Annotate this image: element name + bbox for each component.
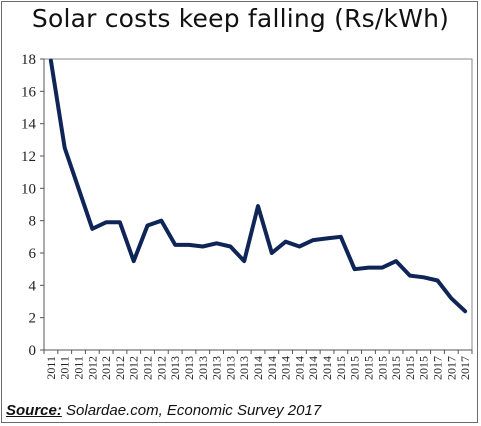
x-tick-label: 2015 (403, 356, 417, 380)
x-tick-label: 2017 (444, 356, 458, 380)
x-tick-label: 2011 (58, 356, 72, 380)
x-tick-label: 2013 (196, 356, 210, 380)
y-axis-ticks: 0 2 4 6 8 10 12 14 16 18 (21, 52, 44, 359)
x-tick-label: 2015 (375, 356, 389, 380)
x-tick-label: 2013 (210, 356, 224, 380)
x-tick-label: 2015 (361, 356, 375, 380)
y-tick-label: 8 (29, 214, 37, 230)
x-tick-label: 2012 (85, 356, 99, 380)
data-point (146, 224, 150, 228)
y-tick-label: 2 (29, 311, 37, 327)
data-point (353, 267, 357, 271)
y-tick-label: 4 (29, 278, 37, 294)
x-tick-label: 2012 (154, 356, 168, 380)
data-point (339, 235, 343, 239)
x-tick-label: 2011 (72, 356, 86, 380)
x-tick-label: 2015 (348, 356, 362, 380)
data-point (90, 227, 94, 231)
x-tick-label: 2014 (279, 356, 293, 380)
x-tick-label: 2015 (334, 356, 348, 380)
data-point (159, 219, 163, 223)
x-axis-ticks: 2011 2011 2011 2012 2012 2012 2012 2012 2012 2013… (43, 350, 473, 380)
series-group (48, 58, 468, 314)
x-tick-label: 2012 (113, 356, 127, 380)
x-tick-label: 2014 (320, 356, 334, 380)
data-point (118, 220, 122, 224)
data-point (77, 186, 81, 190)
data-point (187, 243, 191, 247)
data-point (256, 204, 260, 208)
source-note: Source: Solardae.com, Economic Survey 20… (6, 402, 321, 419)
y-tick-label: 10 (21, 181, 36, 197)
data-point (270, 251, 274, 255)
x-tick-label: 2013 (182, 356, 196, 380)
x-tick-label: 2015 (417, 356, 431, 380)
data-point (104, 220, 108, 224)
x-tick-label: 2014 (265, 356, 279, 380)
chart-title: Solar costs keep falling (Rs/kWh) (31, 4, 450, 33)
x-tick-label: 2013 (237, 356, 251, 380)
data-point (215, 241, 219, 245)
source-text: Solardae.com, Economic Survey 2017 (66, 402, 322, 419)
x-tick-label: 2012 (99, 356, 113, 380)
x-tick-label: 2017 (430, 356, 444, 380)
y-tick-label: 12 (21, 149, 36, 165)
data-point (408, 274, 412, 278)
x-tick-label: 2012 (127, 356, 141, 380)
data-point (380, 266, 384, 270)
x-tick-label: 2013 (168, 356, 182, 380)
data-point (311, 238, 315, 242)
y-tick-label: 0 (29, 343, 37, 359)
x-tick-label: 2012 (141, 356, 155, 380)
data-point (201, 245, 205, 249)
y-tick-label: 6 (29, 246, 37, 262)
data-point (297, 245, 301, 249)
data-point (435, 278, 439, 282)
x-tick-label: 2013 (223, 356, 237, 380)
data-point (228, 245, 232, 249)
data-point (366, 266, 370, 270)
x-tick-label: 2014 (292, 356, 306, 380)
series-line-0 (48, 58, 468, 314)
data-point (325, 236, 329, 240)
data-point (394, 259, 398, 263)
data-point (242, 259, 246, 263)
y-tick-label: 18 (21, 52, 36, 68)
y-tick-label: 14 (21, 117, 37, 133)
data-point (422, 275, 426, 279)
data-point (132, 259, 136, 263)
x-tick-label: 2015 (389, 356, 403, 380)
data-point (284, 240, 288, 244)
x-tick-label: 2011 (44, 356, 58, 380)
data-point (49, 59, 53, 63)
data-point (463, 309, 467, 313)
x-tick-label: 2017 (458, 356, 472, 380)
axes (43, 58, 473, 351)
data-point (63, 146, 67, 150)
y-tick-label: 16 (21, 84, 37, 100)
data-point (173, 243, 177, 247)
x-tick-label: 2014 (306, 356, 320, 380)
x-tick-label: 2014 (251, 356, 265, 380)
data-point (449, 296, 453, 300)
source-label: Source: (6, 402, 62, 419)
